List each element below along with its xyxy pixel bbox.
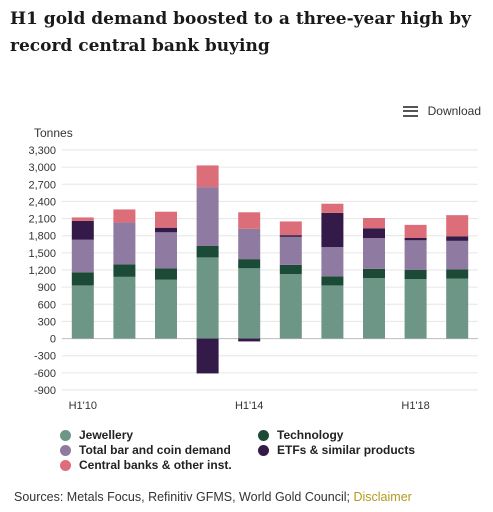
bar-segment-total-bar-and-coin-demand	[238, 228, 261, 260]
central-banks-swatch-icon	[60, 459, 71, 471]
legend-label: Technology	[277, 428, 344, 442]
bar-segment-jewellery	[155, 279, 177, 339]
legend-label: Central banks & other inst.	[79, 458, 232, 472]
bar-segment-central-banks-other-inst-	[321, 203, 344, 213]
bar-layer	[71, 165, 469, 374]
bar-segment-total-bar-and-coin-demand	[363, 238, 385, 269]
menu-icon	[402, 105, 418, 117]
y-tick-label: 600	[38, 299, 56, 311]
bar-segment-etfs-similar-products	[71, 220, 94, 240]
bar-segment-central-banks-other-inst-	[238, 212, 261, 229]
download-button[interactable]: Download	[402, 104, 481, 118]
bar-segment-etfs-similar-products	[196, 338, 219, 374]
y-tick-label: -300	[34, 351, 56, 363]
bar-segment-total-bar-and-coin-demand	[279, 236, 302, 265]
sources-note: Sources: Metals Focus, Refinitiv GFMS, W…	[14, 490, 412, 504]
bar-segment-etfs-similar-products	[404, 238, 427, 241]
bar-coin-swatch-icon	[60, 444, 71, 456]
y-tick-label: 1,500	[28, 248, 56, 260]
y-tick-label: 300	[38, 316, 56, 328]
bar-segment-etfs-similar-products	[279, 235, 302, 237]
bar-segment-central-banks-other-inst-	[363, 218, 385, 229]
y-tick-label: -600	[34, 368, 56, 380]
bar-segment-jewellery	[238, 268, 261, 339]
bar-segment-etfs-similar-products	[238, 338, 261, 342]
bar-segment-jewellery	[321, 285, 344, 339]
legend-label: Total bar and coin demand	[79, 443, 231, 457]
chart-area: 3,300 3,000 2,700 2,400 2,100 1,800 1,500 1,200…	[28, 145, 478, 412]
bar-segment-etfs-similar-products	[446, 236, 469, 241]
download-label: Download	[427, 104, 481, 118]
bar-segment-technology	[321, 276, 344, 286]
legend-item-technology[interactable]: Technology	[258, 428, 343, 442]
bar-segment-total-bar-and-coin-demand	[71, 239, 94, 273]
bar-segment-jewellery	[279, 274, 302, 339]
bar-segment-technology	[113, 264, 136, 277]
chart-title: H1 gold demand boosted to a three-year h…	[10, 9, 472, 56]
bar-segment-total-bar-and-coin-demand	[113, 222, 136, 265]
bar-segment-technology	[446, 269, 469, 279]
bar-segment-central-banks-other-inst-	[71, 217, 94, 221]
legend-label: Jewellery	[79, 428, 134, 442]
x-tick-label: H1'14	[235, 400, 263, 412]
y-tick-label: 2,100	[28, 214, 56, 226]
x-tick-labels: H1'10 H1'14 H1'18	[69, 400, 430, 412]
legend-item-jewellery[interactable]: Jewellery	[60, 428, 133, 442]
y-tick-label: -900	[34, 385, 56, 397]
y-tick-labels: 3,300 3,000 2,700 2,400 2,100 1,800 1,500 1,200…	[28, 145, 56, 397]
bar-segment-central-banks-other-inst-	[196, 165, 219, 188]
bar-segment-jewellery	[404, 279, 427, 339]
y-tick-label: 3,000	[28, 162, 56, 174]
jewellery-swatch-icon	[60, 429, 71, 441]
bar-segment-jewellery	[113, 276, 136, 339]
bar-segment-jewellery	[446, 278, 469, 339]
y-tick-label: 0	[50, 334, 56, 346]
bar-segment-total-bar-and-coin-demand	[155, 232, 177, 269]
y-tick-label: 900	[38, 282, 56, 294]
bar-segment-technology	[196, 246, 219, 258]
bar-segment-etfs-similar-products	[155, 227, 177, 233]
bar-segment-technology	[279, 264, 302, 274]
legend-item-bar-coin[interactable]: Total bar and coin demand	[60, 443, 231, 457]
x-tick-label: H1'10	[69, 400, 97, 412]
bar-segment-technology	[155, 268, 177, 280]
bar-segment-total-bar-and-coin-demand	[404, 240, 427, 270]
bar-segment-central-banks-other-inst-	[113, 209, 136, 223]
bar-segment-technology	[238, 259, 261, 269]
etfs-swatch-icon	[258, 444, 269, 456]
legend-item-central-banks[interactable]: Central banks & other inst.	[60, 458, 232, 472]
y-tick-label: 1,200	[28, 265, 56, 277]
y-tick-label: 1,800	[28, 231, 56, 243]
y-tick-label: 2,700	[28, 179, 56, 191]
bar-segment-central-banks-other-inst-	[279, 221, 302, 236]
bar-segment-total-bar-and-coin-demand	[321, 247, 344, 277]
bar-segment-jewellery	[363, 278, 385, 339]
sources-text: Sources: Metals Focus, Refinitiv GFMS, W…	[14, 490, 354, 504]
bar-segment-jewellery	[196, 257, 219, 339]
legend-item-etfs[interactable]: ETFs & similar products	[258, 443, 415, 457]
bar-segment-technology	[404, 270, 427, 280]
x-tick-label: H1'18	[401, 400, 429, 412]
bar-segment-total-bar-and-coin-demand	[446, 240, 469, 270]
bar-segment-technology	[363, 268, 385, 278]
bar-segment-jewellery	[71, 285, 94, 339]
y-tick-label: 2,400	[28, 196, 56, 208]
bar-segment-technology	[71, 272, 94, 286]
bar-segment-central-banks-other-inst-	[404, 224, 427, 238]
bar-segment-central-banks-other-inst-	[446, 215, 469, 237]
legend-label: ETFs & similar products	[277, 443, 416, 457]
bar-segment-central-banks-other-inst-	[155, 211, 177, 228]
technology-swatch-icon	[258, 429, 269, 441]
disclaimer-link[interactable]: Disclaimer	[353, 490, 412, 504]
y-tick-label: 3,300	[28, 145, 56, 157]
bar-segment-etfs-similar-products	[321, 212, 344, 248]
bar-segment-total-bar-and-coin-demand	[196, 187, 219, 246]
y-axis-label: Tonnes	[34, 126, 73, 140]
bar-segment-etfs-similar-products	[363, 228, 385, 238]
